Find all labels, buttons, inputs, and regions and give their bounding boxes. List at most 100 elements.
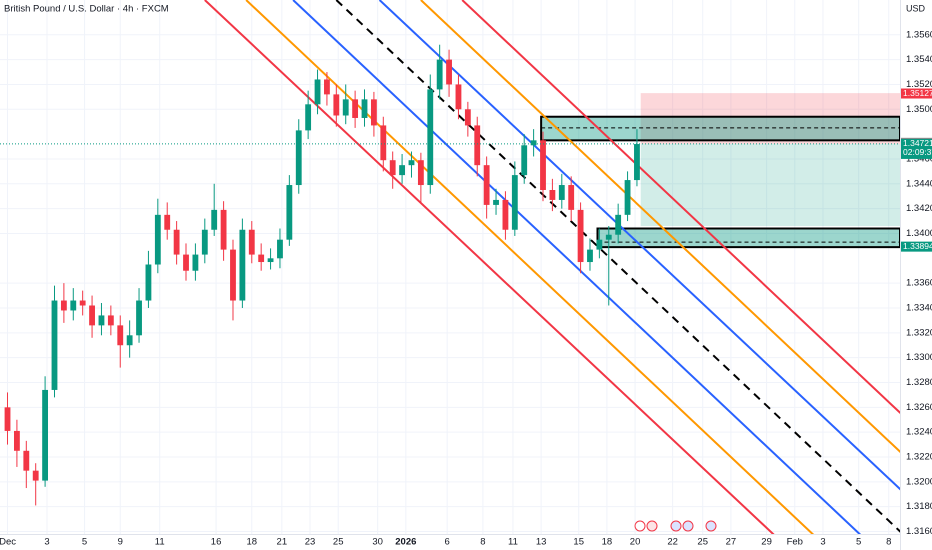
event-icons (634, 520, 717, 532)
candle-body (117, 325, 124, 346)
candle-body (615, 214, 622, 235)
zone (640, 93, 900, 145)
candle-body (314, 79, 321, 105)
channel-line (378, 0, 900, 491)
candle-body (324, 79, 330, 95)
channel-line (420, 0, 900, 454)
x-tick-label: 21 (277, 537, 288, 548)
candle-body (587, 249, 593, 263)
candle-body (13, 430, 20, 451)
y-tick-label: 1.31600 (906, 526, 932, 537)
event-icon[interactable] (670, 520, 682, 532)
y-tick-label: 1.35400 (906, 54, 932, 65)
x-tick-label: 18 (246, 537, 257, 548)
x-tick-label: 11 (508, 537, 518, 548)
x-tick-label: 5 (82, 537, 87, 548)
event-icon[interactable] (634, 520, 646, 532)
candle-body (558, 185, 565, 200)
x-tick-label: 30 (372, 537, 383, 548)
candle-body (277, 239, 283, 259)
x-tick-label: 3 (820, 537, 825, 548)
y-tick-label: 1.32600 (906, 402, 932, 413)
x-tick-label: 16 (211, 537, 222, 548)
candle-body (164, 214, 171, 230)
candle-body (596, 239, 603, 250)
candle-body (624, 180, 631, 215)
candle-body (154, 214, 161, 265)
candle-body (239, 229, 246, 301)
x-tick-label: 8 (886, 537, 891, 548)
y-tick-label: 1.32000 (906, 476, 932, 487)
candle-body (483, 165, 490, 205)
y-tick-label: 1.35000 (906, 104, 932, 115)
y-tick-label: 1.34400 (906, 178, 932, 189)
candle-body (286, 185, 293, 240)
candle-body (42, 389, 49, 481)
channel-line (461, 0, 900, 415)
y-tick-label: 1.35200 (906, 79, 932, 90)
candle-body (605, 234, 612, 240)
channel-line (292, 0, 862, 534)
candle-body (399, 165, 405, 176)
x-tick-label: Feb (787, 537, 803, 548)
candle-body (436, 59, 443, 90)
candle-body (634, 144, 640, 181)
candle-body (427, 89, 434, 186)
y-tick-label: 1.32200 (906, 452, 932, 463)
x-tick-label: 8 (480, 537, 485, 548)
event-icon[interactable] (705, 520, 717, 532)
event-icon[interactable] (682, 520, 694, 532)
candle-body (511, 175, 518, 230)
candle-body (577, 209, 584, 263)
candle-body (183, 254, 189, 271)
price-tag (901, 241, 932, 252)
x-tick-label: 18 (602, 537, 613, 548)
candle-body (389, 160, 396, 176)
candle-body (79, 300, 86, 306)
x-tick-label: 6 (445, 537, 450, 548)
zone (540, 115, 900, 142)
price-tag-label: 1.34721 (903, 138, 932, 148)
x-tick-label: 27 (726, 537, 737, 548)
candle-body (502, 199, 509, 230)
x-tick-label: 29 (761, 537, 772, 548)
x-tick-label: 9 (118, 537, 123, 548)
candle-body (568, 185, 575, 210)
candle-body (549, 190, 556, 200)
y-tick-label: 1.34600 (906, 153, 932, 164)
x-tick-label: 25 (333, 537, 344, 548)
y-tick-label: 1.33400 (906, 302, 932, 313)
x-tick-label: 25 (697, 537, 708, 548)
candle-body (295, 130, 302, 186)
candle-body (408, 160, 415, 166)
candle-body (380, 125, 387, 161)
y-tick-label: 1.34000 (906, 228, 932, 239)
y-tick-label: 1.32800 (906, 377, 932, 388)
candle-body (98, 315, 105, 326)
y-tick-label: 1.34200 (906, 203, 932, 214)
axes: 1.35600 1.35400 1.35200 1.35000 1.34600 1.344… (0, 29, 932, 547)
channel-line (204, 0, 775, 534)
candle-body (192, 254, 199, 271)
candle-body (493, 199, 499, 205)
candle-body (258, 254, 265, 263)
x-tick-label: 11 (155, 537, 165, 548)
candle-body (70, 300, 77, 311)
candle-body (51, 300, 58, 390)
chart-title: British Pound / U.S. Dollar · 4h · FXCM (4, 4, 169, 15)
candle-body (173, 229, 180, 255)
event-icon[interactable] (646, 520, 658, 532)
candle-body (220, 209, 227, 250)
x-tick-label: 22 (667, 537, 678, 548)
zone (640, 144, 900, 227)
y-tick-label: 1.32400 (906, 427, 932, 438)
x-tick-label: 23 (305, 537, 316, 548)
candle-body (540, 140, 546, 191)
x-tick-label: 3 (44, 537, 49, 548)
candle-body (60, 300, 67, 311)
candle-body (126, 335, 133, 346)
candle-body (521, 145, 528, 176)
